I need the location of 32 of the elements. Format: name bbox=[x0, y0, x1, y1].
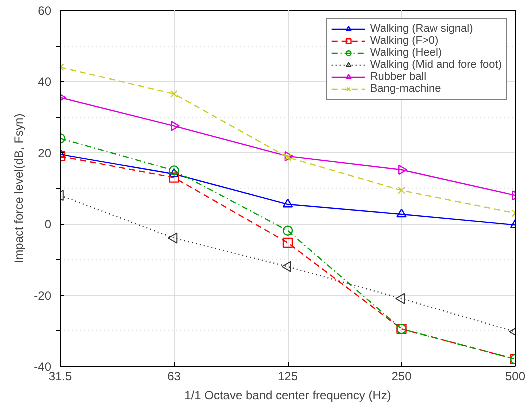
y-tick-label: -20 bbox=[34, 288, 52, 303]
point bbox=[169, 166, 180, 176]
legend-label: Walking (Mid and fore foot) bbox=[370, 59, 502, 71]
point bbox=[282, 226, 294, 236]
x-tick-label: 500 bbox=[505, 370, 526, 384]
point bbox=[169, 168, 180, 178]
point bbox=[396, 208, 407, 218]
x-axis-title: 1/1 Octave band center frequency (Hz) bbox=[184, 388, 392, 402]
legend-label: Walking (Raw signal) bbox=[370, 23, 474, 35]
point bbox=[284, 151, 294, 162]
point bbox=[282, 238, 294, 248]
legend-label: Bang-machine bbox=[370, 83, 442, 95]
point bbox=[398, 186, 406, 194]
x-tick-label: 31.5 bbox=[48, 370, 73, 384]
y-tick-label: 40 bbox=[38, 75, 52, 90]
point bbox=[395, 293, 406, 304]
point bbox=[282, 198, 294, 208]
y-tick-label: 20 bbox=[38, 146, 52, 160]
y-axis-title: Impact force level(dB, Fsyn) bbox=[12, 114, 26, 264]
y-tick-label: 0 bbox=[44, 218, 52, 232]
x-tick-label: 125 bbox=[278, 370, 298, 384]
point bbox=[284, 154, 292, 162]
point bbox=[169, 172, 180, 183]
point bbox=[282, 261, 292, 272]
legend-label: Walking (Heel) bbox=[370, 47, 442, 59]
point bbox=[170, 90, 178, 98]
legend-label: Rubber ball bbox=[370, 71, 427, 83]
x-tick-label: 250 bbox=[392, 370, 412, 384]
y-tick-label: 60 bbox=[38, 4, 52, 18]
legend-label: Walking (F>0) bbox=[370, 35, 439, 47]
point bbox=[171, 121, 180, 132]
x-tick-label: 63 bbox=[168, 370, 182, 384]
